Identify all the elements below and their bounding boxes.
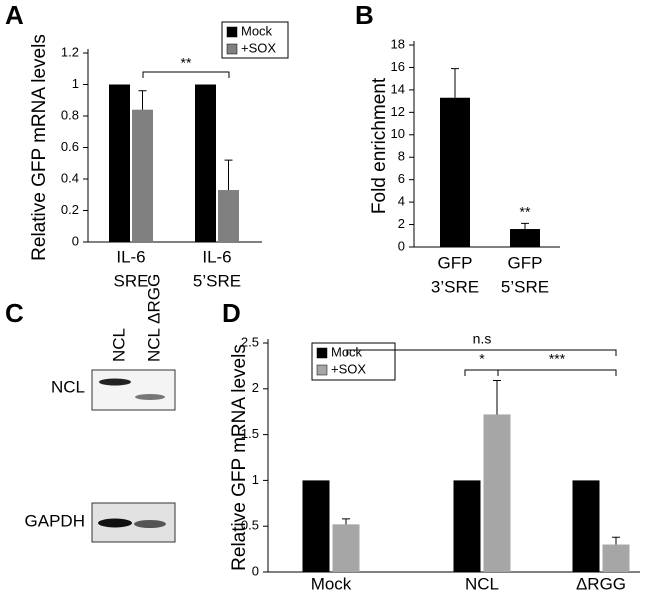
y-tick-label: 2 [252,380,259,395]
y-tick-label: 16 [391,59,405,74]
y-tick-label: 0 [398,238,405,253]
y-axis-label: Relative GFP mRNA levels [29,34,50,261]
annotation: ** [181,55,192,71]
bar [332,524,360,572]
bar [195,84,216,242]
bar [572,480,600,572]
lane-label: NCL ΔRGG [144,274,163,362]
bar [302,480,330,572]
significance-bracket [497,369,617,376]
y-tick-label: 1 [72,76,79,91]
bar [440,97,470,247]
bar [483,414,511,572]
error-bar [612,536,620,545]
bar [132,109,153,242]
y-tick-label: 0.5 [241,518,259,533]
y-tick-label: 12 [391,104,405,119]
legend-swatch [316,347,328,359]
bar [453,480,481,572]
panel-letter: A [5,0,24,30]
y-tick-label: 0.4 [61,170,79,185]
x-tick-label: 5’SRE [501,277,549,296]
y-tick-label: 0.2 [61,202,79,217]
significance-bracket [142,71,230,78]
row-label: NCL [51,377,85,396]
y-tick-label: 0 [252,563,259,578]
x-tick-label: 5’SRE [193,271,241,290]
annotation: *** [549,351,566,367]
error-bar [342,518,350,525]
bar [109,84,130,242]
bar [510,229,540,247]
y-tick-label: 6 [398,171,405,186]
bar [602,544,630,572]
legend-label: +SOX [241,40,276,55]
error-bar [521,222,529,230]
bar [218,190,239,242]
y-tick-label: 4 [398,194,405,209]
panel-letter: C [5,298,24,328]
error-bar [138,90,147,110]
legend-swatch [316,364,328,376]
legend-label: Mock [241,23,273,38]
x-tick-label: Mock [311,574,352,593]
row-label: GAPDH [25,511,85,530]
annotation: n.s [473,331,492,347]
y-axis-label: Relative GFP mRNA levels [229,344,250,571]
y-axis-label: Fold enrichment [369,77,390,214]
panel-letter: D [222,298,241,328]
x-tick-label: GFP [438,253,473,272]
legend-swatch [226,26,238,38]
blot-image [91,369,176,543]
error-bar [493,380,501,415]
error-bar [451,68,459,98]
lane-label: NCL [109,328,128,362]
annotation: ** [520,204,531,220]
y-tick-label: 0.8 [61,107,79,122]
y-tick-label: 1.2 [61,44,79,59]
y-tick-label: 2.5 [241,334,259,349]
y-tick-label: 10 [391,126,405,141]
x-tick-label: IL-6 [116,247,145,266]
y-tick-label: 18 [391,36,405,51]
significance-bracket [464,369,499,376]
y-tick-label: 8 [398,149,405,164]
significance-bracket [346,349,617,356]
y-tick-label: 1.5 [241,426,259,441]
x-tick-label: GFP [508,253,543,272]
x-tick-label: IL-6 [202,247,231,266]
panel-letter: B [355,0,374,30]
x-tick-label: ΔRGG [576,574,626,593]
legend-label: +SOX [331,361,366,376]
y-tick-label: 14 [391,81,405,96]
legend-swatch [226,43,238,55]
y-tick-label: 0.6 [61,139,79,154]
x-tick-label: NCL [465,574,499,593]
y-tick-label: 1 [252,472,259,487]
annotation: * [479,351,485,367]
x-tick-label: 3’SRE [431,277,479,296]
error-bar [224,159,233,191]
x-tick-label: SRE [114,271,149,290]
y-tick-label: 2 [398,216,405,231]
y-tick-label: 0 [72,233,79,248]
